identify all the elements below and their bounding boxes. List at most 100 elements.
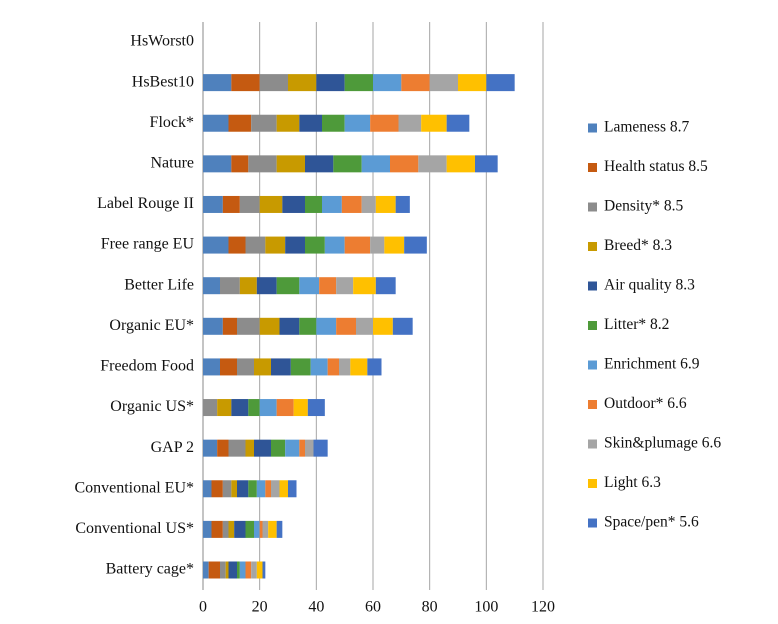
- bar-segment: [262, 520, 269, 538]
- y-tick-label: Flock*: [150, 114, 194, 131]
- x-tick-label: 40: [308, 599, 324, 616]
- bar-segment: [458, 74, 487, 92]
- legend-swatch: [588, 439, 597, 449]
- bar-segment: [299, 114, 322, 132]
- x-tick-label: 60: [365, 599, 381, 616]
- bar-segment: [307, 399, 325, 417]
- bar-segment: [239, 277, 257, 295]
- legend-swatch: [588, 202, 597, 212]
- bar-segment: [356, 317, 373, 335]
- bar-segment: [446, 155, 475, 173]
- bar-segment: [333, 155, 362, 173]
- bar-segment: [220, 358, 237, 376]
- bar-segment: [276, 114, 300, 132]
- bar-segment: [254, 520, 260, 538]
- bar-segment: [220, 277, 240, 295]
- bar-segment: [256, 480, 266, 498]
- bar-segment: [344, 236, 371, 254]
- bar-segment: [228, 561, 237, 579]
- bar-segment: [299, 277, 320, 295]
- bar-segment: [293, 399, 308, 417]
- bar-segment: [316, 74, 345, 92]
- legend-label: Lameness 8.7: [604, 119, 689, 136]
- bar-segment: [217, 439, 229, 457]
- legend-swatch: [588, 360, 597, 370]
- bar-segment: [228, 439, 246, 457]
- bar-segment: [392, 317, 413, 335]
- bar-segment: [203, 358, 220, 376]
- y-tick-label: Label Rouge II: [97, 195, 194, 212]
- bar-segment: [245, 520, 254, 538]
- bar-segment: [313, 439, 328, 457]
- bar-segment: [259, 317, 280, 335]
- bar-segment: [245, 439, 254, 457]
- bar-segment: [279, 317, 300, 335]
- bar-segment: [237, 480, 249, 498]
- bar-segment: [251, 114, 277, 132]
- bar-segment: [239, 195, 260, 213]
- bar-segment: [316, 317, 337, 335]
- bar-segment: [421, 114, 447, 132]
- bar-segment: [203, 480, 212, 498]
- bar-segment: [245, 236, 266, 254]
- bar-segment: [361, 155, 390, 173]
- bar-segment: [370, 236, 385, 254]
- y-tick-label: Better Life: [124, 276, 194, 293]
- y-tick-label: HsBest10: [132, 73, 194, 90]
- bar-segment: [203, 399, 218, 417]
- bar-segment: [203, 277, 220, 295]
- bar-segment: [299, 439, 305, 457]
- bar-segment: [353, 277, 376, 295]
- bar-segment: [395, 195, 410, 213]
- bar-segment: [256, 561, 263, 579]
- bar-segment: [217, 399, 232, 417]
- y-tick-label: Freedom Food: [100, 358, 194, 375]
- x-tick-label: 80: [422, 599, 438, 616]
- bar-segment: [339, 358, 351, 376]
- bar-segment: [259, 399, 277, 417]
- bar-segment: [327, 358, 339, 376]
- bar-segment: [222, 480, 232, 498]
- bar-segment: [285, 236, 305, 254]
- y-tick-label: Nature: [150, 155, 194, 172]
- bar-segment: [203, 520, 212, 538]
- legend-label: Skin&plumage 6.6: [604, 435, 721, 452]
- bar-segment: [429, 74, 458, 92]
- legend-swatch: [588, 163, 597, 172]
- bar-segment: [203, 74, 232, 92]
- y-tick-label: Battery cage*: [106, 561, 194, 578]
- bar-segment: [290, 358, 311, 376]
- bar-segment: [276, 399, 294, 417]
- bar-segment: [398, 114, 422, 132]
- bar-segment: [259, 74, 288, 92]
- bar-segment: [222, 520, 229, 538]
- bar-segment: [203, 195, 223, 213]
- y-tick-label: Conventional EU*: [74, 479, 194, 496]
- bar-segment: [373, 317, 393, 335]
- bar-segment: [322, 195, 342, 213]
- bar-segment: [225, 561, 229, 579]
- y-tick-label: Organic US*: [110, 398, 194, 415]
- legend-swatch: [588, 479, 597, 488]
- bar-segment: [271, 480, 280, 498]
- bar-segment: [222, 195, 240, 213]
- y-tick-label: GAP 2: [151, 439, 194, 456]
- bar-segment: [341, 195, 362, 213]
- bar-segment: [211, 480, 223, 498]
- y-tick-label: Free range EU: [101, 236, 195, 253]
- bar-segment: [251, 561, 257, 579]
- bar-segment: [234, 520, 246, 538]
- bar-segment: [245, 561, 252, 579]
- bar-segment: [237, 317, 260, 335]
- bar-segment: [276, 155, 305, 173]
- bar-segment: [239, 561, 246, 579]
- bar-segment: [237, 358, 254, 376]
- bar-segment: [228, 236, 246, 254]
- bar-segment: [231, 399, 249, 417]
- bar-segment: [203, 561, 209, 579]
- bar-segment: [282, 195, 305, 213]
- legend-label: Density* 8.5: [604, 198, 683, 215]
- bar-segment: [375, 277, 396, 295]
- bar-segment: [271, 358, 291, 376]
- bar-segment: [288, 480, 297, 498]
